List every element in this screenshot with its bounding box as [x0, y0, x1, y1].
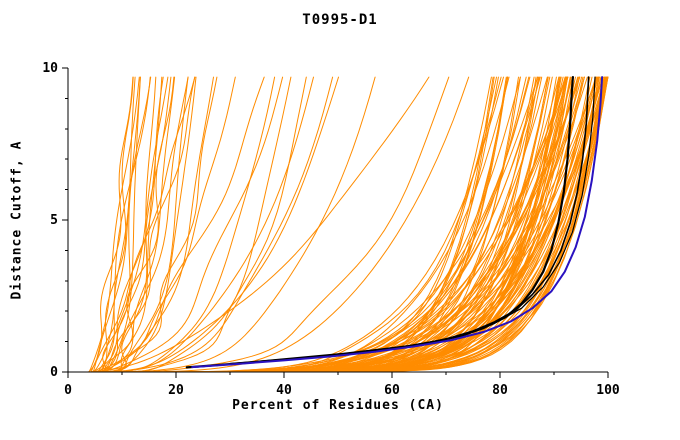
svg-text:100: 100 [596, 383, 620, 398]
svg-text:20: 20 [168, 383, 184, 398]
svg-text:10: 10 [42, 61, 58, 76]
svg-text:40: 40 [276, 383, 292, 398]
svg-text:5: 5 [50, 213, 58, 228]
chart-title: T0995-D1 [302, 12, 378, 28]
x-axis-label: Percent of Residues (CA) [232, 398, 444, 413]
svg-text:80: 80 [492, 383, 508, 398]
svg-text:0: 0 [50, 365, 58, 380]
svg-text:60: 60 [384, 383, 400, 398]
svg-text:0: 0 [64, 383, 72, 398]
y-axis-label: Distance Cutoff, A [9, 140, 25, 300]
